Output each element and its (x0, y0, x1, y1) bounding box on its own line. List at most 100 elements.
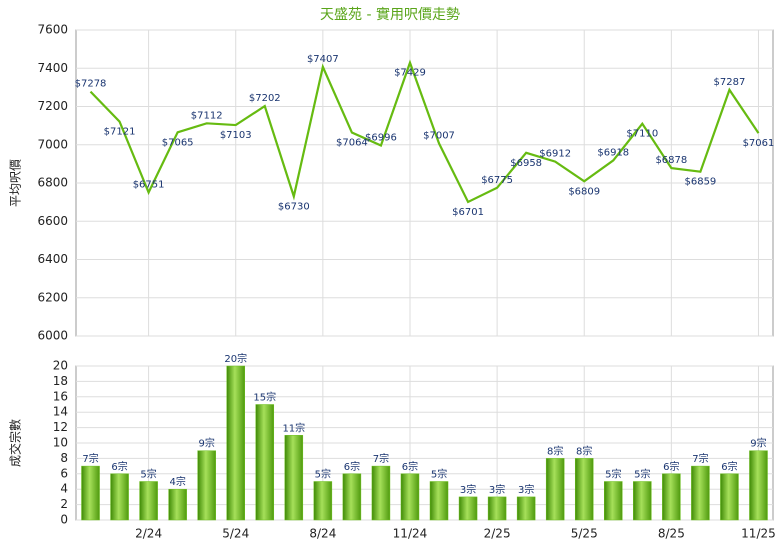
data-label: 3宗 (460, 483, 476, 496)
y-tick-label: 7000 (37, 137, 68, 151)
data-label: $7110 (626, 129, 658, 140)
data-label: 6宗 (663, 460, 679, 473)
data-label: 6宗 (344, 460, 360, 473)
data-label: $6958 (510, 158, 542, 169)
data-label: 3宗 (489, 483, 505, 496)
data-label: $7007 (423, 130, 455, 141)
data-label: 5宗 (315, 468, 331, 481)
bar (342, 473, 362, 521)
data-label: 6宗 (402, 460, 418, 473)
data-label: $6918 (597, 147, 629, 158)
data-label: $7064 (336, 138, 368, 149)
bar (110, 473, 129, 521)
data-label: $6701 (452, 207, 484, 218)
data-label: 9宗 (750, 437, 766, 450)
y-tick-label: 16 (53, 389, 68, 403)
x-tick-label: 2/25 (484, 527, 511, 541)
x-tick-label: 5/25 (571, 527, 598, 541)
y-tick-label: 2 (60, 497, 68, 511)
data-label: 11宗 (282, 421, 305, 434)
bar (720, 473, 739, 521)
data-label: 7宗 (373, 452, 389, 465)
bar (81, 465, 100, 521)
x-tick-label: 11/24 (393, 527, 428, 541)
y-tick-label: 10 (53, 436, 68, 450)
y-tick-label: 4 (60, 482, 68, 496)
y-tick-label: 7200 (37, 99, 68, 113)
data-label: $7065 (162, 137, 194, 148)
data-label: $7287 (714, 77, 746, 88)
x-tick-label: 8/24 (309, 527, 336, 541)
y-axis-title: 成交宗數 (8, 419, 23, 467)
data-label: $7061 (743, 138, 775, 149)
data-label: 5宗 (431, 468, 447, 481)
data-label: 15宗 (253, 391, 276, 404)
bar (313, 481, 333, 521)
bar (284, 435, 304, 521)
y-tick-label: 0 (60, 513, 68, 527)
data-label: 7宗 (692, 452, 708, 465)
y-tick-label: 6600 (37, 214, 68, 228)
data-label: $6730 (278, 201, 310, 212)
y-tick-label: 7400 (37, 61, 68, 75)
bar (633, 481, 652, 521)
bar (749, 450, 768, 521)
x-tick-label: 5/24 (222, 527, 249, 541)
y-tick-label: 6400 (37, 252, 68, 266)
data-label: 9宗 (199, 437, 215, 450)
y-tick-label: 6 (60, 466, 68, 480)
y-tick-label: 14 (53, 405, 68, 419)
data-label: $6878 (655, 155, 687, 166)
data-label: 8宗 (547, 444, 563, 457)
bar (545, 458, 565, 521)
bar (458, 496, 478, 521)
data-label: 8宗 (576, 444, 592, 457)
y-tick-label: 20 (53, 359, 68, 373)
data-label: $7429 (394, 68, 426, 79)
data-label: $6996 (365, 133, 397, 144)
x-tick-label: 11/25 (741, 527, 776, 541)
bar (662, 473, 681, 521)
price-line (89, 59, 760, 204)
data-label: $6912 (539, 149, 571, 160)
data-label: 6宗 (111, 460, 127, 473)
bar (400, 473, 420, 521)
y-tick-label: 6800 (37, 176, 68, 190)
bar (226, 365, 245, 521)
data-label: $6751 (133, 179, 165, 190)
data-label: 20宗 (224, 352, 247, 365)
data-label: 5宗 (605, 468, 621, 481)
chart-title: 天盛苑 - 實用呎價走勢 (320, 6, 460, 23)
x-tick-label: 2/24 (135, 527, 162, 541)
data-label: $6859 (684, 177, 716, 188)
bar (197, 450, 216, 521)
bar (516, 496, 536, 521)
y-tick-label: 6200 (37, 290, 68, 304)
data-label: 5宗 (140, 468, 156, 481)
data-label: 7宗 (82, 452, 98, 465)
y-tick-label: 8 (60, 451, 68, 465)
data-label: $6809 (568, 186, 600, 197)
data-label: $7407 (307, 54, 339, 65)
bar (255, 404, 275, 521)
data-label: $6775 (481, 175, 513, 186)
bar (691, 465, 710, 521)
y-tick-label: 18 (53, 374, 68, 388)
x-tick-label: 8/25 (658, 527, 685, 541)
bar (168, 488, 187, 521)
data-label: $7278 (75, 79, 107, 90)
y-tick-label: 6000 (37, 329, 68, 343)
y-axis-title: 平均呎價 (9, 159, 23, 207)
bar (371, 465, 391, 521)
bar (487, 496, 507, 521)
data-label: 5宗 (634, 468, 650, 481)
data-label: 3宗 (518, 483, 534, 496)
y-tick-label: 7600 (37, 23, 68, 37)
data-label: $7121 (104, 127, 136, 138)
bar (139, 481, 158, 521)
bar (429, 481, 449, 521)
data-label: 6宗 (721, 460, 737, 473)
y-tick-label: 12 (53, 420, 68, 434)
